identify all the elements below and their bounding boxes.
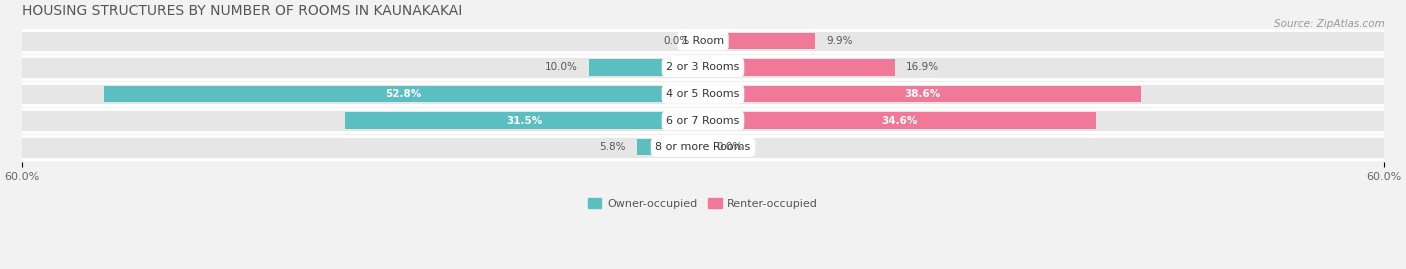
Bar	[703, 86, 1142, 102]
Text: 5.8%: 5.8%	[599, 142, 626, 152]
Text: 0.0%: 0.0%	[717, 142, 742, 152]
Bar	[21, 56, 1385, 79]
Text: 10.0%: 10.0%	[546, 62, 578, 72]
Bar	[589, 59, 703, 76]
Legend: Owner-occupied, Renter-occupied: Owner-occupied, Renter-occupied	[583, 194, 823, 213]
Text: 8 or more Rooms: 8 or more Rooms	[655, 142, 751, 152]
Bar	[703, 112, 1095, 129]
Text: 16.9%: 16.9%	[907, 62, 939, 72]
Text: 9.9%: 9.9%	[827, 36, 853, 46]
Text: HOUSING STRUCTURES BY NUMBER OF ROOMS IN KAUNAKAKAI: HOUSING STRUCTURES BY NUMBER OF ROOMS IN…	[21, 4, 463, 18]
Bar	[637, 139, 703, 155]
Bar	[703, 33, 815, 49]
Bar	[703, 59, 894, 76]
Text: 0.0%: 0.0%	[664, 36, 689, 46]
Bar	[346, 112, 703, 129]
Bar	[21, 109, 1385, 132]
Text: 34.6%: 34.6%	[882, 116, 918, 126]
Text: 4 or 5 Rooms: 4 or 5 Rooms	[666, 89, 740, 99]
Text: 52.8%: 52.8%	[385, 89, 422, 99]
Text: 38.6%: 38.6%	[904, 89, 941, 99]
Bar	[21, 136, 1385, 158]
Text: 2 or 3 Rooms: 2 or 3 Rooms	[666, 62, 740, 72]
Bar	[21, 30, 1385, 52]
Bar	[104, 86, 703, 102]
Text: 31.5%: 31.5%	[506, 116, 543, 126]
Text: 6 or 7 Rooms: 6 or 7 Rooms	[666, 116, 740, 126]
Bar	[21, 83, 1385, 105]
Text: Source: ZipAtlas.com: Source: ZipAtlas.com	[1274, 19, 1385, 29]
Text: 1 Room: 1 Room	[682, 36, 724, 46]
